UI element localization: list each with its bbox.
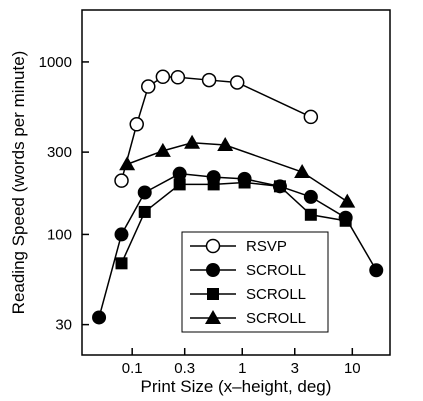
data-point [173, 178, 186, 191]
x-tick-label: 1 [238, 360, 246, 377]
y-tick-label: 1000 [39, 54, 72, 71]
data-point [114, 173, 129, 188]
data-point [129, 117, 144, 132]
data-point [155, 69, 171, 85]
data-point [303, 189, 318, 204]
data-point [339, 193, 356, 208]
y-tick-label: 300 [47, 144, 72, 161]
legend-marker [207, 288, 219, 300]
data-point [272, 179, 287, 194]
data-point [154, 142, 171, 157]
legend-entry: SCROLL [190, 310, 306, 327]
x-tick-label: 10 [344, 360, 361, 377]
legend-entry: RSVP [190, 238, 287, 255]
legend-entry: SCROLL [190, 286, 306, 303]
data-point [141, 79, 156, 94]
series-layer [92, 69, 384, 325]
data-point [184, 134, 201, 149]
data-point [294, 164, 311, 179]
data-point [237, 171, 252, 186]
series-line [98, 172, 377, 318]
data-point [201, 72, 217, 88]
data-point [92, 310, 107, 325]
legend-label: SCROLL [246, 310, 306, 327]
data-point [138, 205, 151, 218]
y-axis-label: Reading Speed (words per minute) [9, 51, 28, 315]
legend-marker [205, 238, 221, 254]
data-point [304, 208, 317, 221]
legend-marker [205, 310, 221, 324]
data-point [303, 109, 319, 125]
legend-entry: SCROLL [190, 262, 306, 279]
plot-frame [81, 9, 391, 356]
y-tick-label: 100 [47, 226, 72, 243]
x-tick-label: 0.3 [174, 360, 195, 377]
series-line [126, 141, 348, 203]
series-filled-circle [92, 166, 384, 325]
legend-label: RSVP [246, 238, 287, 255]
legend-label: SCROLL [246, 286, 306, 303]
x-axis-ticks: 0.1 0.3 1 3 10 [122, 348, 361, 377]
data-point [170, 70, 186, 85]
data-point [229, 75, 245, 90]
data-point [119, 156, 136, 171]
data-point [137, 185, 152, 200]
y-tick-label: 30 [55, 317, 72, 334]
data-point [172, 166, 187, 181]
x-axis-label: Print Size (x–height, deg) [141, 377, 332, 396]
legend-label: SCROLL [246, 262, 306, 279]
y-axis-ticks: 30 100 300 1000 [39, 54, 89, 334]
plot-border [81, 9, 391, 356]
legend-marker [206, 263, 220, 277]
legend: RSVP SCROLL SCROLL SCROLL [181, 231, 329, 333]
x-tick-label: 0.1 [122, 360, 143, 377]
series-filled-triangle [119, 134, 356, 208]
data-point [369, 263, 384, 278]
x-tick-label: 3 [291, 360, 299, 377]
series-open-circle [114, 69, 319, 188]
data-point [217, 136, 234, 151]
data-point [338, 210, 353, 225]
data-point [115, 257, 128, 270]
data-point [206, 170, 221, 185]
data-point [114, 227, 129, 242]
